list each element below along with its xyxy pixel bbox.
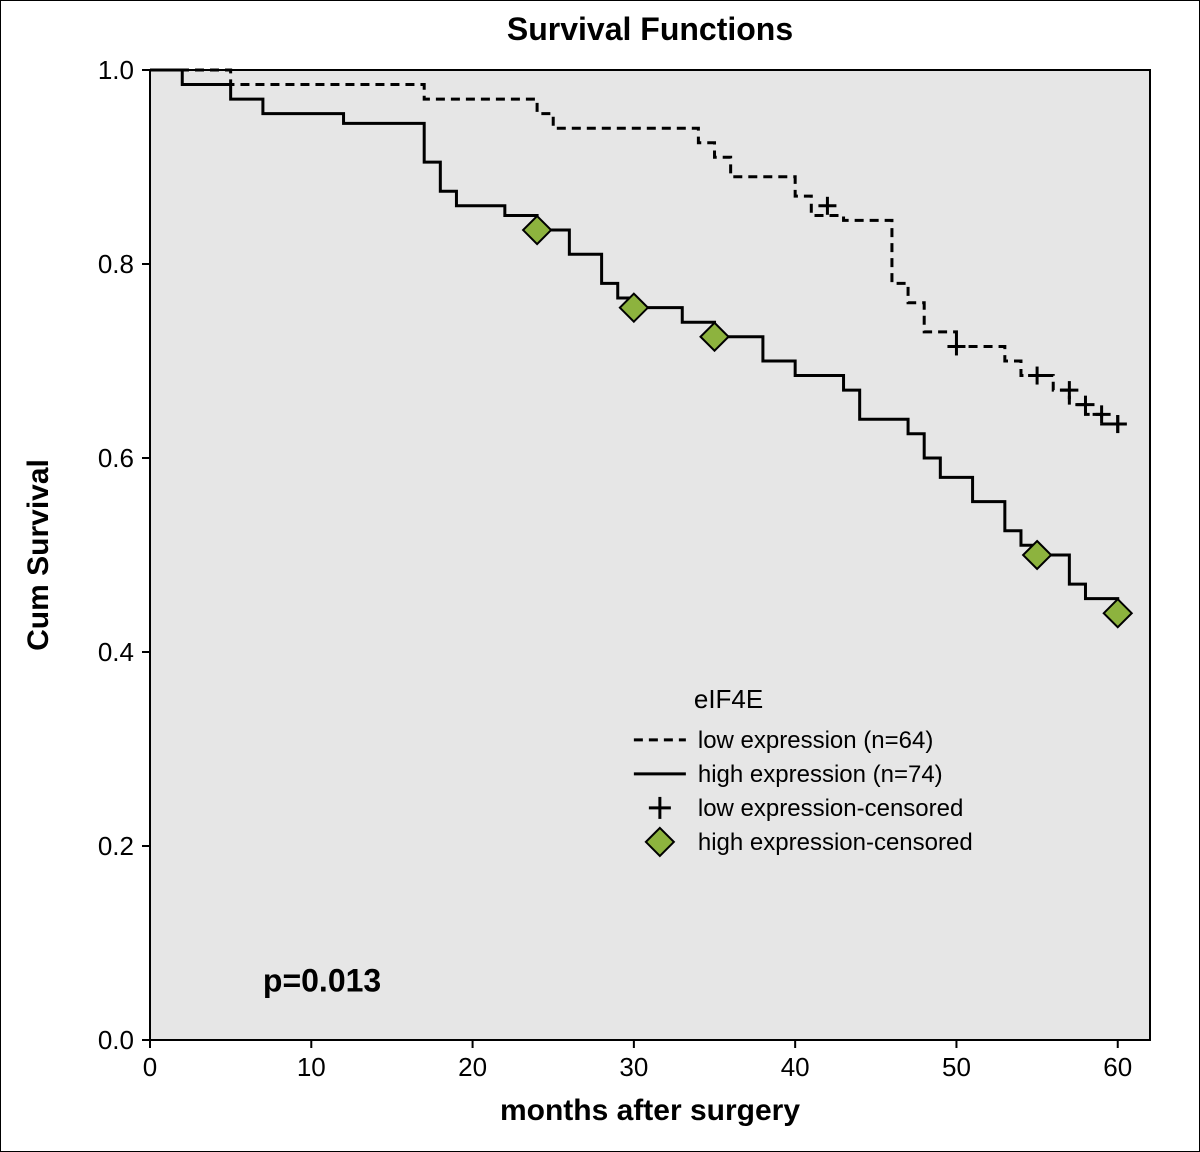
y-tick-label: 0.6 xyxy=(98,443,134,473)
p-value: p=0.013 xyxy=(263,963,381,999)
legend-title: eIF4E xyxy=(694,684,763,714)
y-tick-label: 1.0 xyxy=(98,55,134,85)
legend-label: low expression-censored xyxy=(698,795,963,822)
y-tick-label: 0.4 xyxy=(98,637,134,667)
plot-area xyxy=(150,70,1150,1040)
y-tick-label: 0.2 xyxy=(98,831,134,861)
survival-chart: Survival Functions 0 10 20 30 40 50 60 0.0 0.2 0.4… xyxy=(0,0,1200,1152)
y-tick-label: 0.0 xyxy=(98,1025,134,1055)
x-tick-label: 20 xyxy=(458,1052,487,1082)
x-tick-label: 10 xyxy=(297,1052,326,1082)
x-axis-label: months after surgery xyxy=(500,1094,800,1127)
x-tick-label: 30 xyxy=(619,1052,648,1082)
y-axis-label: Cum Survival xyxy=(22,459,55,651)
chart-svg: Survival Functions 0 10 20 30 40 50 60 0.0 0.2 0.4… xyxy=(0,0,1200,1152)
y-tick-label: 0.8 xyxy=(98,249,134,279)
x-tick-label: 50 xyxy=(942,1052,971,1082)
legend-label: low expression (n=64) xyxy=(698,727,933,754)
chart-title: Survival Functions xyxy=(507,11,793,47)
x-tick-label: 0 xyxy=(143,1052,157,1082)
legend-label: high expression-censored xyxy=(698,829,973,856)
legend-label: high expression (n=74) xyxy=(698,761,943,788)
x-tick-label: 60 xyxy=(1103,1052,1132,1082)
x-tick-label: 40 xyxy=(781,1052,810,1082)
